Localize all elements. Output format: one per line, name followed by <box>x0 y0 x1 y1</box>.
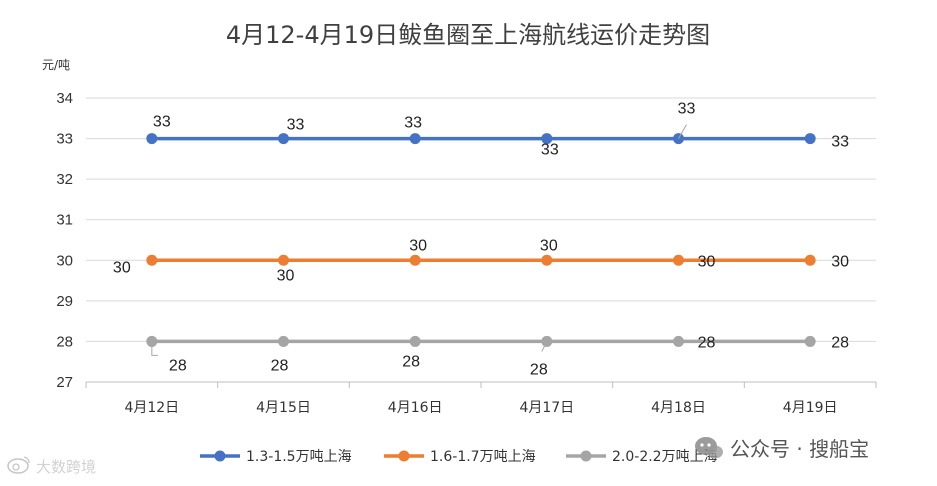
legend-label: 1.6-1.7万吨上海 <box>430 449 536 465</box>
y-tick-label: 29 <box>56 293 73 310</box>
data-label: 30 <box>698 253 716 270</box>
x-tick-label: 4月12日 <box>124 400 179 416</box>
y-tick-label: 27 <box>56 374 73 391</box>
data-labels: 33 33 33 33 33 33 30 30 30 30 30 30 28 28 28 28 28 28 <box>113 101 849 379</box>
legend-swatch-marker <box>398 450 410 462</box>
data-point <box>409 335 421 347</box>
data-label-leader <box>151 341 158 356</box>
y-tick-label: 32 <box>56 171 73 188</box>
data-point <box>278 335 289 347</box>
chart-title: 4月12-4月19日鲅鱼圈至上海航线运价走势图 <box>226 21 710 49</box>
data-label-leader <box>541 341 548 352</box>
legend-label: 2.0-2.2万吨上海 <box>612 449 718 465</box>
data-point <box>409 254 421 266</box>
watermark-left: 大数跨境 <box>7 456 96 476</box>
data-label: 30 <box>540 237 558 254</box>
y-tick-label: 31 <box>56 212 73 229</box>
data-label-leader <box>678 124 687 139</box>
data-point <box>673 254 684 266</box>
data-label: 33 <box>831 134 849 151</box>
gridlines <box>86 97 876 342</box>
y-axis-unit-label: 元/吨 <box>42 58 70 72</box>
data-label: 33 <box>153 114 171 131</box>
data-point <box>146 133 158 145</box>
watermark-right: 公众号 · 搜船宝 <box>695 437 869 461</box>
x-tick-label: 4月17日 <box>519 400 574 416</box>
data-label: 30 <box>277 267 295 284</box>
weibo-icon <box>7 456 30 474</box>
data-label: 30 <box>409 237 427 254</box>
x-tick-label: 4月19日 <box>783 400 838 416</box>
data-label: 28 <box>169 357 187 374</box>
data-point <box>541 254 553 266</box>
data-point <box>409 133 421 145</box>
data-point <box>278 133 289 145</box>
x-tick-label: 4月16日 <box>388 400 443 416</box>
x-axis-ticks: 4月12日 4月15日 4月16日 4月17日 4月18日 4月19日 <box>124 400 837 416</box>
x-tick-label: 4月15日 <box>256 400 311 416</box>
data-label: 33 <box>404 115 422 132</box>
data-label: 28 <box>530 361 548 378</box>
x-axis <box>85 381 877 388</box>
y-tick-label: 30 <box>56 252 73 269</box>
data-point <box>804 335 816 347</box>
data-label: 33 <box>287 117 305 134</box>
wechat-icon <box>695 437 723 459</box>
legend-swatch-marker <box>214 450 226 462</box>
x-tick-label: 4月18日 <box>651 400 706 416</box>
data-label: 30 <box>831 253 849 270</box>
data-point <box>804 254 816 266</box>
y-tick-label: 28 <box>56 333 73 350</box>
y-axis-ticks: 27 28 29 30 31 32 33 34 <box>56 90 73 391</box>
data-label: 33 <box>678 101 696 118</box>
data-label: 33 <box>541 142 559 159</box>
series-lines <box>146 133 816 347</box>
data-label: 28 <box>831 334 849 351</box>
y-tick-label: 33 <box>56 131 73 148</box>
watermark-left-text: 大数跨境 <box>36 458 96 476</box>
data-label: 30 <box>113 259 131 276</box>
data-point <box>541 133 553 145</box>
data-label: 28 <box>271 357 289 374</box>
legend-label: 1.3-1.5万吨上海 <box>246 449 352 465</box>
legend-swatch-marker <box>580 450 592 462</box>
data-point <box>804 133 816 145</box>
data-point <box>673 335 684 347</box>
data-label: 28 <box>698 334 716 351</box>
data-label: 28 <box>402 353 420 370</box>
data-point <box>146 254 158 266</box>
data-point <box>278 254 289 266</box>
y-tick-label: 34 <box>56 90 73 107</box>
legend: 1.3-1.5万吨上海 1.6-1.7万吨上海 2.0-2.2万吨上海 <box>200 449 718 465</box>
watermark-right-text: 公众号 · 搜船宝 <box>730 437 869 461</box>
